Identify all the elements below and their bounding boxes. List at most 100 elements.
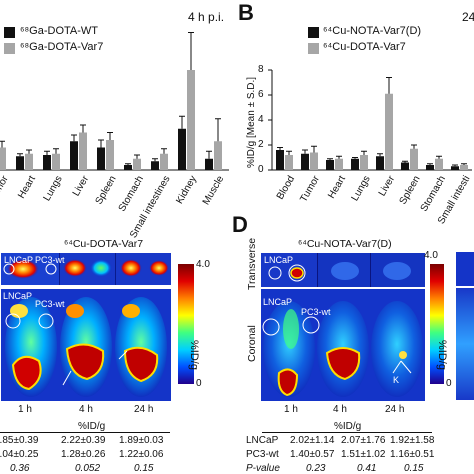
bar-heart-s2 bbox=[25, 153, 33, 170]
bar-stomach-s2 bbox=[133, 158, 141, 170]
panel-c-title: ⁶⁴Cu-DOTA-Var7 bbox=[64, 238, 144, 250]
scan-label-lncap-c: LNCaP bbox=[4, 255, 34, 265]
bar-liver-s1 bbox=[376, 156, 384, 170]
chart-b-ytick: 6 bbox=[258, 89, 264, 100]
bar-liver-s2 bbox=[385, 93, 393, 170]
d-r2-c3: 1.16±0.51 bbox=[390, 449, 435, 460]
colorbar-d-min: 0 bbox=[446, 378, 452, 389]
bar-small-intestines-s1 bbox=[451, 166, 459, 170]
scan-label-pc3-d2: PC3-wt bbox=[301, 307, 331, 317]
colorbar-d-max: 4.0 bbox=[424, 250, 438, 261]
legend-label-wt: ⁶⁸Ga-DOTA-WT bbox=[20, 25, 99, 37]
panel-letter-d: D bbox=[232, 212, 248, 237]
panel-c-table-header: %ID/g bbox=[78, 421, 106, 432]
bar-kidney-s2 bbox=[187, 70, 195, 170]
panel-letter-b: B bbox=[238, 0, 254, 25]
panel-c-time-2: 4 h bbox=[79, 404, 93, 415]
bar-muscle-s1 bbox=[205, 158, 213, 170]
bar-blood-s2 bbox=[285, 155, 293, 170]
panel-d-table-rule bbox=[262, 432, 432, 433]
panel-d-extra-strip-top bbox=[456, 252, 474, 286]
bar-blood-s1 bbox=[276, 150, 284, 170]
chart-b-plot bbox=[268, 69, 472, 171]
scan-label-pc3-c: PC3-wt bbox=[35, 255, 65, 265]
panel-d-title: ⁶⁴Cu-NOTA-Var7(D) bbox=[298, 238, 392, 250]
bar-spleen-s1 bbox=[97, 147, 105, 170]
chart-b-ytick: 4 bbox=[258, 114, 264, 125]
c-r2-c3: 1.22±0.06 bbox=[119, 449, 164, 460]
bar-tumor-s2 bbox=[0, 147, 6, 170]
panel-c-transverse-strip: LNCaP PC3-wt bbox=[0, 252, 172, 286]
c-r3-c3: 0.15 bbox=[134, 463, 154, 474]
bar-spleen-s2 bbox=[410, 148, 418, 170]
d-r2-c1: 1.40±0.57 bbox=[290, 449, 335, 460]
colorbar-c-max: 4.0 bbox=[196, 259, 210, 270]
d-r3-name: P-value bbox=[246, 463, 280, 474]
panel-d-view-coronal: Coronal bbox=[246, 325, 258, 362]
panel-d-table-header: %ID/g bbox=[334, 421, 362, 432]
c-r2-c2: 1.28±0.26 bbox=[61, 449, 106, 460]
colorbar-c bbox=[178, 264, 194, 384]
legend-swatch-wt bbox=[4, 27, 15, 38]
chart-b-ytick: 2 bbox=[258, 139, 264, 150]
scan-label-lncap-d2: LNCaP bbox=[263, 297, 293, 307]
d-r1-c3: 1.92±1.58 bbox=[390, 435, 435, 446]
panel-d-transverse-strip: LNCaP bbox=[260, 252, 426, 288]
d-r2-c2: 1.51±1.02 bbox=[341, 449, 386, 460]
chart-b-ytick: 0 bbox=[258, 164, 264, 175]
bar-lungs-s2 bbox=[52, 153, 60, 170]
bar-liver-s2 bbox=[79, 132, 87, 170]
scan-label-lncap-c2: LNCaP bbox=[3, 291, 33, 301]
scan-label-lncap-d: LNCaP bbox=[264, 255, 294, 265]
panel-c-time-1: 1 h bbox=[18, 404, 32, 415]
bar-spleen-s2 bbox=[106, 140, 114, 170]
panel-c-coronal-strip: LNCaP PC3-wt bbox=[0, 288, 172, 402]
legend-label-nota: ⁶⁴Cu-NOTA-Var7(D) bbox=[323, 25, 422, 37]
legend-swatch-dota bbox=[308, 43, 319, 54]
c-r1-c1: 1.85±0.39 bbox=[0, 435, 39, 446]
colorbar-d bbox=[430, 264, 444, 384]
d-r3-c2: 0.41 bbox=[357, 463, 377, 474]
c-r2-c1: 1.04±0.25 bbox=[0, 449, 39, 460]
bar-small-intestines-s2 bbox=[460, 165, 468, 170]
colorbar-c-min: 0 bbox=[196, 378, 202, 389]
scan-label-k-d: K bbox=[393, 375, 400, 385]
panel-d-coronal-strip: LNCaP PC3-wt K bbox=[260, 288, 426, 402]
bar-liver-s1 bbox=[70, 141, 78, 170]
colorbar-d-label: %ID/g bbox=[436, 340, 448, 370]
d-r3-c1: 0.23 bbox=[306, 463, 326, 474]
d-r1-c1: 2.02±1.14 bbox=[290, 435, 335, 446]
panel-c-table-rule bbox=[0, 432, 170, 433]
chart-b-ytick: 8 bbox=[258, 64, 264, 75]
d-r2-name: PC3-wt bbox=[246, 449, 279, 460]
panel-b-timepoint: 24 bbox=[462, 10, 474, 24]
bar-stomach-s2 bbox=[435, 158, 443, 170]
panel-d-time-3: 24 h bbox=[385, 404, 405, 415]
bar-muscle-s2 bbox=[214, 141, 222, 170]
bar-stomach-s1 bbox=[426, 165, 434, 170]
scan-label-pc3-c2: PC3-wt bbox=[35, 299, 65, 309]
c-r3-c2: 0.052 bbox=[75, 463, 101, 474]
legend-swatch-var7 bbox=[4, 43, 15, 54]
bar-heart-s1 bbox=[326, 160, 334, 170]
bar-tumor-s2 bbox=[310, 152, 318, 170]
legend-label-dota: ⁶⁴Cu-DOTA-Var7 bbox=[323, 41, 406, 53]
panel-c-time-3: 24 h bbox=[134, 404, 154, 415]
bar-stomach-s1 bbox=[124, 165, 132, 170]
bar-lungs-s1 bbox=[351, 158, 359, 170]
colorbar-c-label: %ID/g bbox=[188, 340, 200, 370]
c-r1-c3: 1.89±0.03 bbox=[119, 435, 164, 446]
panel-d-view-transverse: Transverse bbox=[246, 237, 258, 290]
c-r3-c1: 0.36 bbox=[10, 463, 30, 474]
bar-lungs-s1 bbox=[43, 155, 51, 170]
legend-label-var7: ⁶⁸Ga-DOTA-Var7 bbox=[20, 41, 104, 53]
panel-d-time-2: 4 h bbox=[333, 404, 347, 415]
d-r1-c2: 2.07±1.76 bbox=[341, 435, 386, 446]
legend-swatch-nota bbox=[308, 27, 319, 38]
bar-small-intestines-s2 bbox=[160, 153, 168, 170]
d-r3-c3: 0.15 bbox=[404, 463, 424, 474]
bar-heart-s2 bbox=[335, 158, 343, 170]
chart-a-plot bbox=[0, 32, 229, 171]
d-r1-name: LNCaP bbox=[246, 435, 279, 446]
c-r1-c2: 2.22±0.39 bbox=[61, 435, 106, 446]
